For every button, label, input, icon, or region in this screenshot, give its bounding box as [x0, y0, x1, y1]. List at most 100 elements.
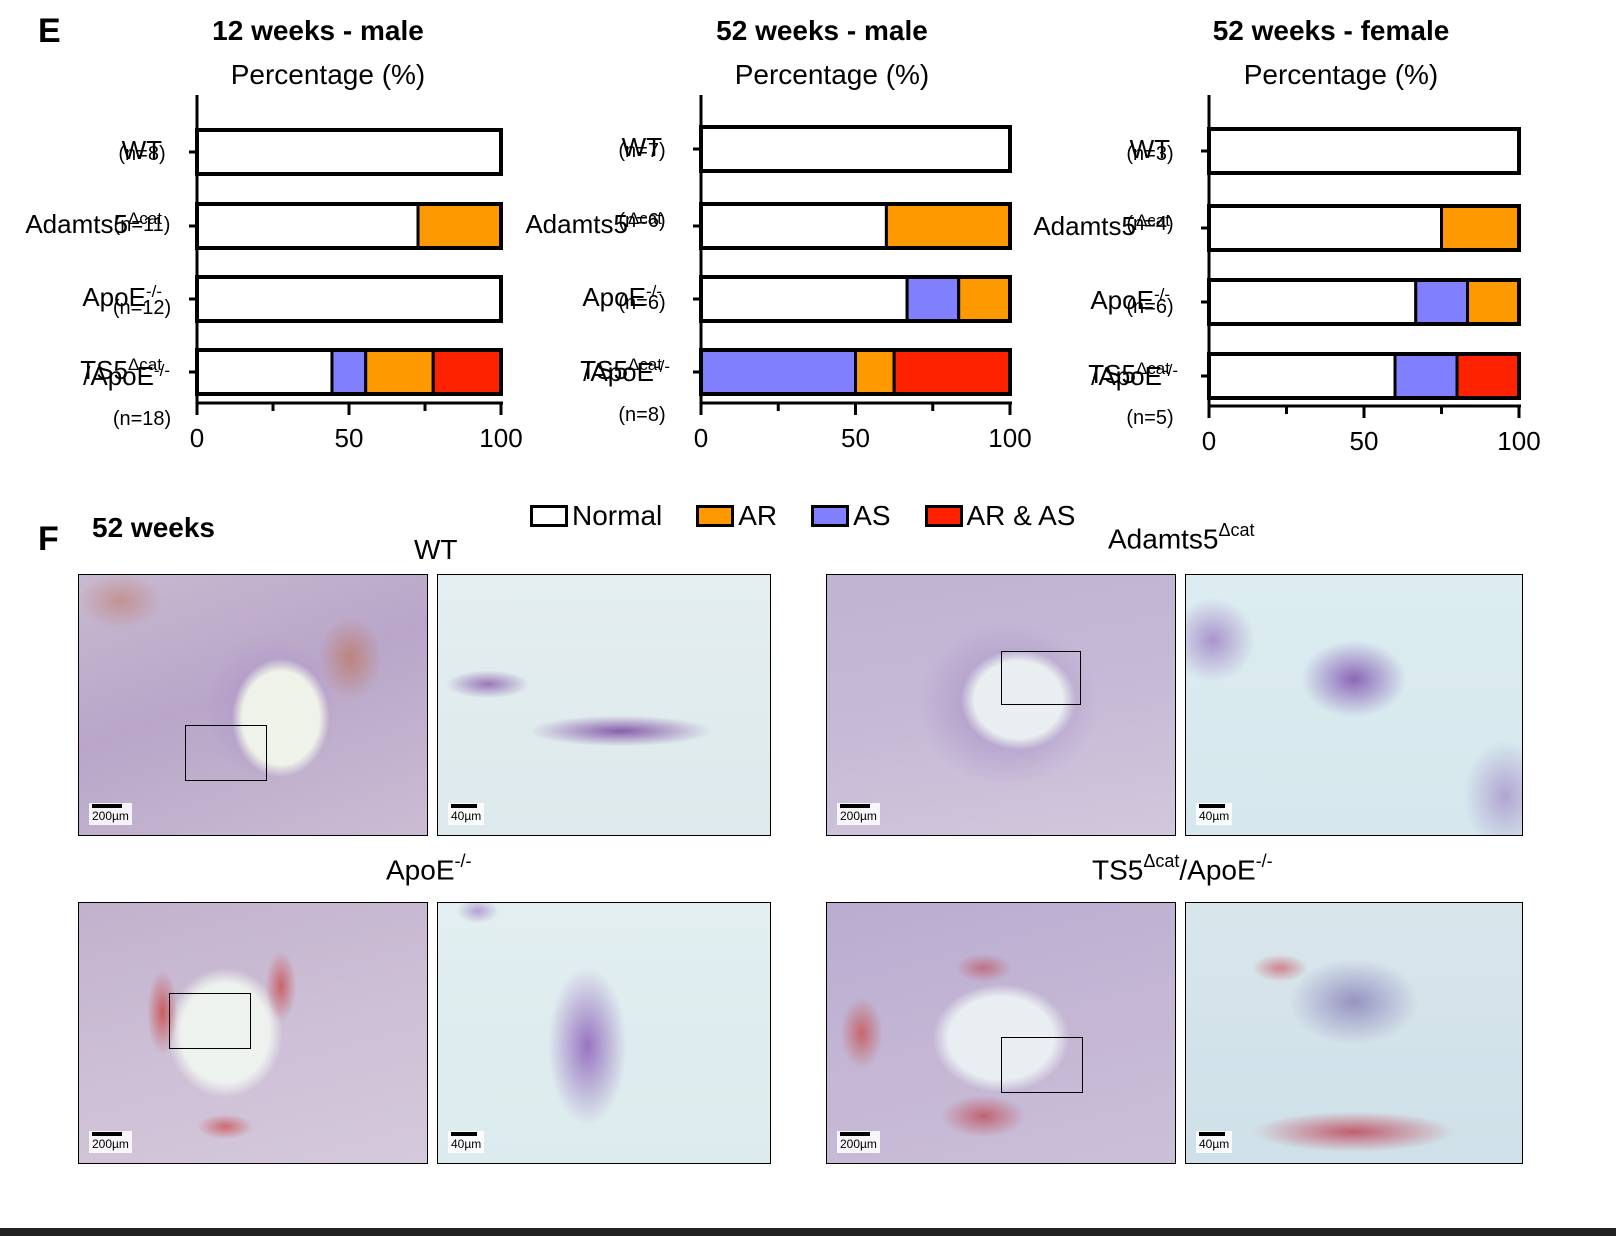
bar-outline — [699, 202, 1012, 250]
category-label: ApoE-/- — [82, 282, 162, 312]
group-title-wt-text: WT — [414, 534, 458, 565]
bar-outline — [1207, 204, 1521, 252]
micrograph-ts5-apoe-overview: 200µm — [826, 902, 1176, 1164]
micrograph-wt-overview: 200µm — [78, 574, 428, 836]
scale-bar: 40µm — [448, 803, 485, 825]
bar-segment-as — [1393, 352, 1459, 400]
bar-segment-normal — [699, 125, 1012, 173]
bar-outline — [699, 125, 1012, 173]
legend-item-ar-as: AR & AS — [924, 500, 1075, 532]
group-title-adamts5-sup: Δcat — [1218, 520, 1255, 540]
bar-segment-normal — [195, 202, 420, 250]
micrograph-wt-zoom: 40µm — [437, 574, 771, 836]
category-label: ApoE-/- — [1090, 285, 1170, 315]
bar-segment-ar — [957, 275, 1012, 323]
x-tick-label: 100 — [988, 423, 1031, 453]
bar-outline — [699, 275, 1012, 323]
scale-label: 40µm — [1199, 1137, 1230, 1151]
category-label: TS5Δcat — [1088, 359, 1170, 389]
bar-segment-ar — [884, 202, 1012, 250]
n-label: (n=4) — [1126, 213, 1173, 235]
bar-outline — [1207, 278, 1521, 326]
legend-label-ar: AR — [738, 500, 778, 531]
group-title-ts5-sup: Δcat — [1143, 851, 1180, 871]
scale-label: 40µm — [451, 809, 482, 823]
category-label: Adamts5Δcat — [525, 209, 662, 239]
legend-swatch-ar-as — [924, 505, 963, 527]
micrograph-adamts5-overview: 200µm — [826, 574, 1176, 836]
scale-bar: 40µm — [1196, 803, 1233, 825]
group-title-ts5-suffix: /ApoE — [1179, 854, 1256, 886]
n-label: (n=5) — [1126, 407, 1173, 429]
category-label: WT — [1130, 134, 1171, 164]
bar-segment-normal — [1207, 352, 1397, 400]
legend: Normal AR AS AR & AS — [530, 500, 1109, 532]
category-label: WT — [622, 132, 663, 162]
scale-label: 200µm — [840, 809, 877, 823]
group-title-ts5-suffix-sup: -/- — [1255, 851, 1273, 871]
x-tick-label: 100 — [1497, 426, 1540, 456]
panel-f-subtitle: 52 weeks — [92, 512, 215, 543]
bar-segment-normal — [699, 202, 888, 250]
x-tick-label: 50 — [1350, 426, 1379, 456]
bar-segment-ar — [854, 348, 896, 396]
panel-f-letter: F — [38, 520, 59, 558]
category-label: Adamts5Δcat — [25, 209, 162, 239]
scale-bar: 200µm — [837, 803, 880, 825]
panel-e-letter: E — [38, 12, 61, 50]
category-label: WT — [122, 135, 163, 165]
chart-title: 12 weeks - male — [212, 15, 424, 46]
scale-label: 200µm — [92, 809, 129, 823]
n-label: (n=3) — [1126, 143, 1173, 165]
micrograph-adamts5-zoom: 40µm — [1185, 574, 1523, 836]
inset-box — [169, 993, 251, 1049]
scale-bar: 200µm — [89, 1131, 132, 1153]
n-label: (n=8) — [618, 404, 665, 426]
group-title-apoe-text: ApoE — [386, 854, 455, 886]
inset-box — [185, 725, 267, 781]
n-label: (n=11) — [114, 214, 171, 236]
bar-segment-ar-as — [892, 348, 1012, 396]
legend-swatch-normal — [530, 505, 568, 527]
group-title-wt: WT — [414, 534, 458, 566]
category-label-line2: /ApoE-/- — [83, 361, 170, 391]
inset-box — [1001, 651, 1081, 705]
n-label: (n=8) — [118, 143, 165, 165]
n-label: (n=12) — [113, 297, 171, 319]
x-tick-label: 100 — [479, 423, 522, 453]
micrograph-apoe-zoom: 40µm — [437, 902, 771, 1164]
bar-outline — [195, 202, 503, 250]
chart-title: 52 weeks - male — [716, 15, 928, 46]
category-label-line2: /ApoE-/- — [583, 357, 670, 387]
n-label: (n=6) — [618, 210, 665, 232]
bar-segment-normal — [195, 128, 503, 176]
bar-outline — [195, 275, 503, 323]
legend-label-normal: Normal — [572, 500, 663, 531]
bar-segment-ar — [1466, 278, 1521, 326]
group-title-apoe-sup: -/- — [454, 851, 472, 871]
scale-label: 40µm — [1199, 809, 1230, 823]
scale-bar: 40µm — [1196, 1131, 1233, 1153]
bar-segment-as — [1414, 278, 1470, 326]
legend-label-as: AS — [853, 500, 891, 531]
bottom-rule — [0, 1228, 1616, 1236]
scale-label: 200µm — [92, 1137, 129, 1151]
micrograph-apoe-overview: 200µm — [78, 902, 428, 1164]
group-title-adamts5: Adamts5Δcat — [1108, 520, 1255, 555]
bar-segment-ar — [1440, 204, 1521, 252]
bar-segment-normal — [1207, 204, 1443, 252]
category-label: ApoE-/- — [582, 282, 662, 312]
group-title-ts5-text: TS5 — [1092, 854, 1144, 886]
category-label: TS5Δcat — [580, 355, 662, 385]
x-tick-label: 50 — [335, 423, 364, 453]
category-label: Adamts5Δcat — [1033, 211, 1170, 241]
bar-outline — [195, 128, 503, 176]
n-label: (n=7) — [618, 140, 665, 162]
x-tick-label: 0 — [694, 423, 708, 453]
bar-segment-normal — [195, 348, 334, 396]
category-label-line2: /ApoE-/- — [1091, 361, 1178, 391]
micrograph-ts5-apoe-zoom: 40µm — [1185, 902, 1523, 1164]
bar-segment-ar — [416, 202, 503, 250]
bar-segment-ar-as — [1455, 352, 1521, 400]
